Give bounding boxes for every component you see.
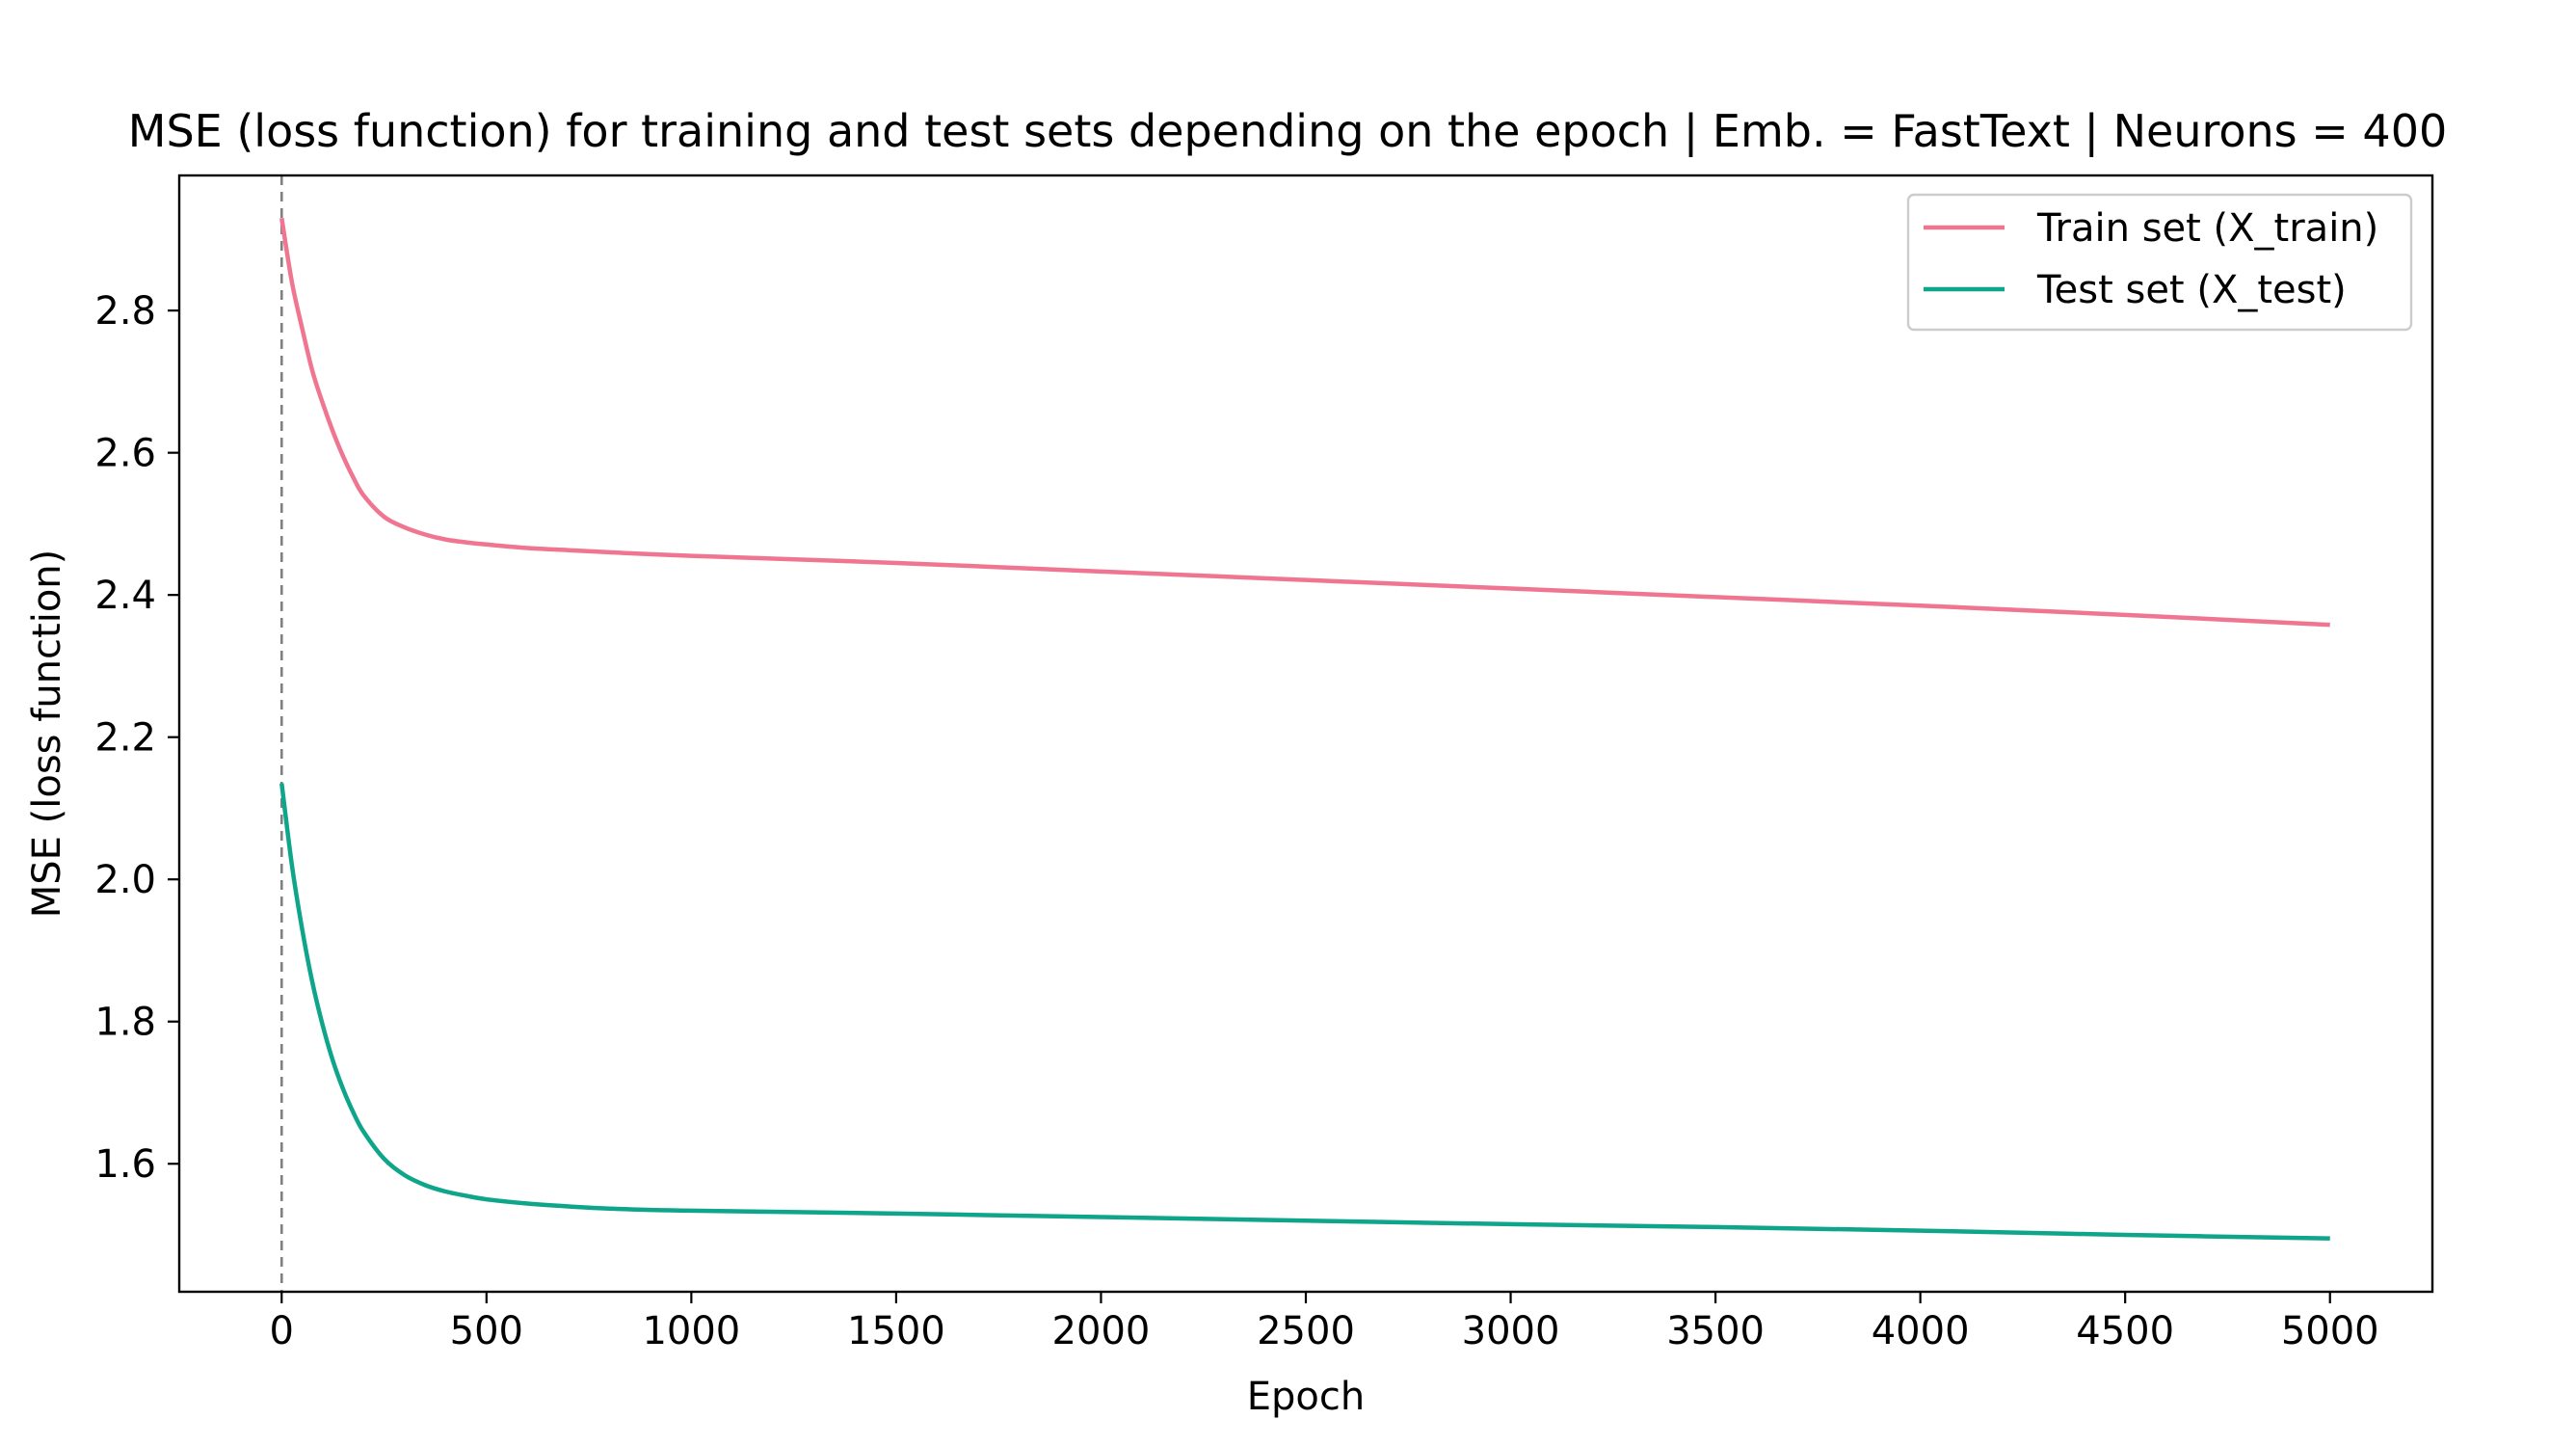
x-tick-label: 0 bbox=[270, 1309, 294, 1353]
legend-label-train: Train set (X_train) bbox=[2036, 206, 2378, 251]
x-tick-label: 4500 bbox=[2076, 1309, 2174, 1353]
y-tick-label: 1.8 bbox=[94, 1001, 156, 1045]
x-tick-label: 2000 bbox=[1052, 1309, 1151, 1353]
y-axis-label: MSE (loss function) bbox=[25, 549, 69, 918]
y-tick-label: 2.8 bbox=[94, 289, 156, 334]
x-axis-label: Epoch bbox=[1247, 1375, 1365, 1419]
series-line-train bbox=[279, 217, 2330, 628]
legend-box bbox=[1906, 193, 2413, 332]
y-tick-label: 2.2 bbox=[94, 716, 156, 761]
y-tick-label: 1.6 bbox=[94, 1142, 156, 1187]
chart-title: MSE (loss function) for training and tes… bbox=[128, 105, 2447, 158]
x-tick-label: 3000 bbox=[1462, 1309, 1560, 1353]
y-tick-label: 2.6 bbox=[94, 432, 156, 476]
plot-area bbox=[177, 174, 2434, 1294]
series-line-test bbox=[279, 783, 2330, 1241]
x-tick-label: 1500 bbox=[847, 1309, 945, 1353]
x-tick-label: 4000 bbox=[1872, 1309, 1970, 1353]
x-tick-label: 3500 bbox=[1666, 1309, 1765, 1353]
legend-label-test: Test set (X_test) bbox=[2036, 268, 2347, 312]
y-tick-label: 2.4 bbox=[94, 574, 156, 618]
y-tick-label: 2.0 bbox=[94, 858, 156, 902]
x-axis: 0 500 1000 1500 2000 2500 3000 3500 4000 4500 5000 bbox=[270, 1292, 2379, 1353]
x-tick-label: 5000 bbox=[2281, 1309, 2379, 1353]
x-tick-label: 2500 bbox=[1257, 1309, 1355, 1353]
y-axis: 1.6 1.8 2.0 2.2 2.4 2.6 2.8 bbox=[94, 289, 179, 1187]
x-tick-label: 1000 bbox=[642, 1309, 740, 1353]
legend: Train set (X_train) Test set (X_test) bbox=[1906, 193, 2413, 332]
x-tick-label: 500 bbox=[450, 1309, 523, 1353]
